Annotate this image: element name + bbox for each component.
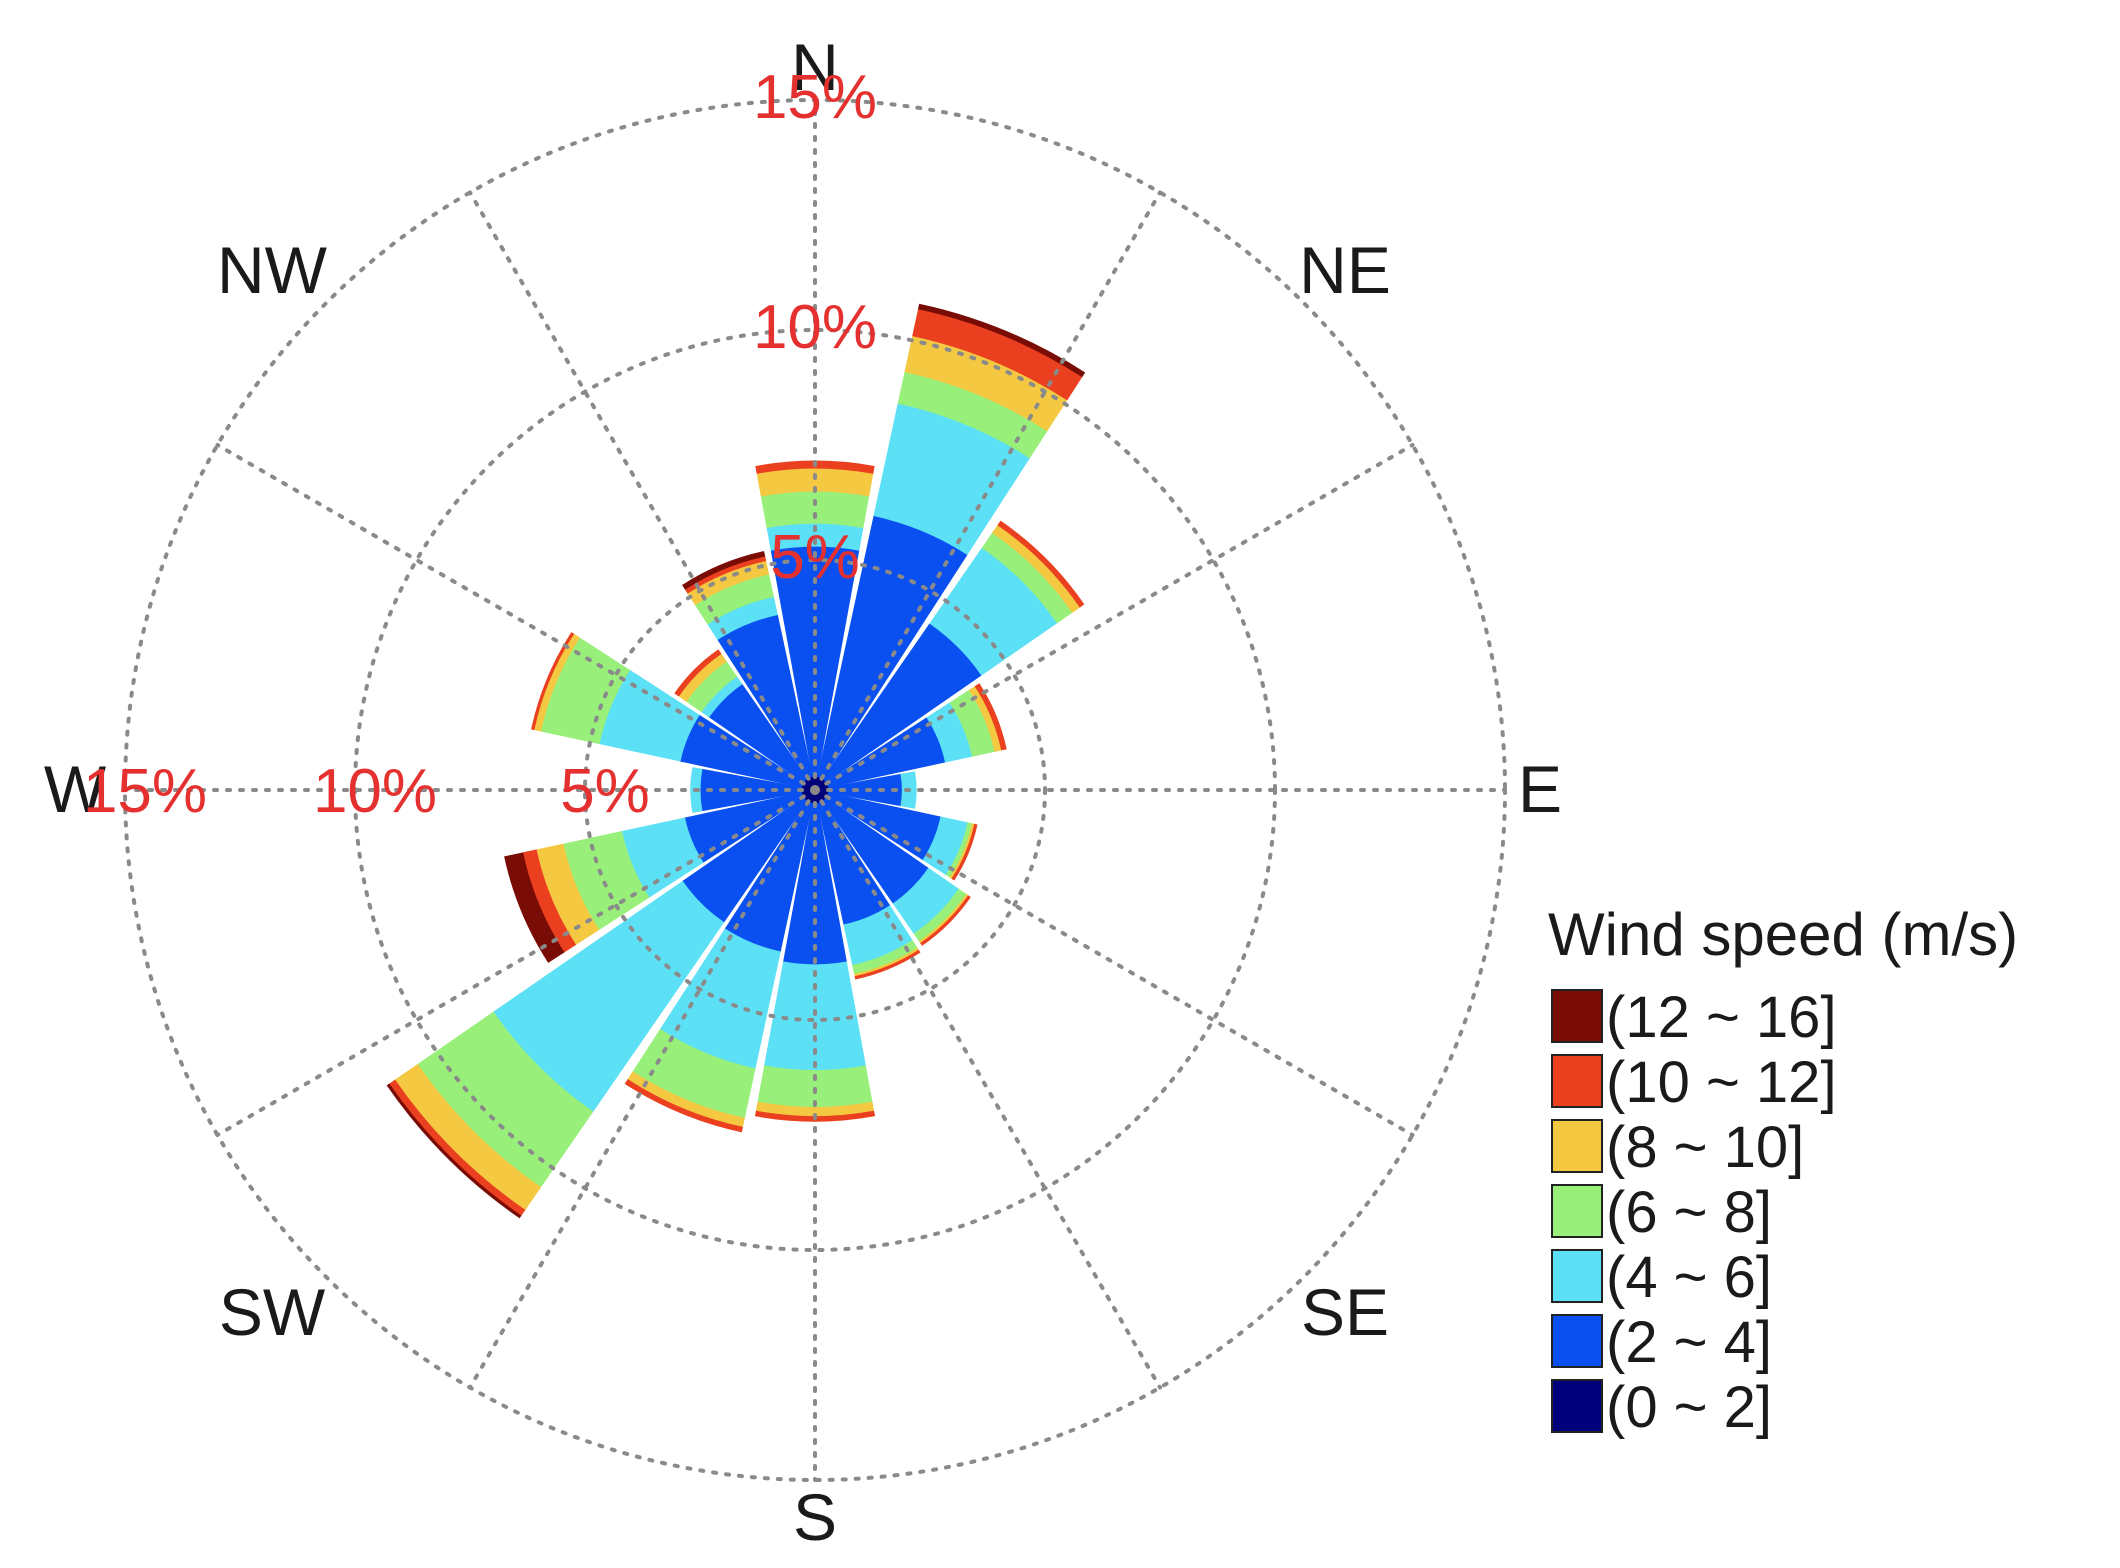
direction-label-w: W	[44, 752, 107, 826]
legend-title: Wind speed (m/s)	[1548, 901, 2018, 968]
grid-circle-5	[583, 558, 1047, 1022]
radial-tick-west-15: 15%	[83, 757, 207, 826]
grid-spoke-60	[813, 443, 1415, 792]
radial-tick-north-10: 10%	[753, 293, 877, 362]
sector-wsw-bin-6	[504, 852, 565, 963]
legend-swatch-6	[1551, 1379, 1603, 1433]
sector-se-bin-5	[920, 895, 971, 946]
sector-ne-bin-5	[997, 520, 1085, 608]
legend-swatch-5	[1551, 1314, 1603, 1368]
polar-grid	[123, 98, 1507, 1482]
legend-entry-1: (10 ~ 12]	[1606, 1050, 1837, 1115]
grid-spoke-210	[468, 788, 817, 1390]
legend-entry-2: (8 ~ 10]	[1606, 1115, 1804, 1180]
sector-sw-bin-6	[386, 1083, 522, 1219]
direction-label-n: N	[791, 30, 839, 104]
direction-label-sw: SW	[219, 1275, 326, 1349]
legend-entry-5: (2 ~ 4]	[1606, 1310, 1772, 1375]
legend-entry-0: (12 ~ 16]	[1606, 985, 1837, 1050]
grid-spoke-150	[813, 788, 1162, 1390]
sector-nw-bin-5	[674, 649, 722, 697]
legend-entry-4: (4 ~ 6]	[1606, 1245, 1772, 1310]
sector-ese-bin-5	[951, 823, 978, 881]
legend-swatch-1	[1551, 1054, 1603, 1108]
grid-spoke-120	[813, 788, 1415, 1137]
direction-label-ne: NE	[1299, 233, 1391, 307]
sector-ssw-bin-5	[624, 1079, 743, 1133]
direction-label-e: E	[1518, 752, 1562, 826]
sector-s-bin-5	[754, 1110, 876, 1122]
grid-spoke-240	[215, 788, 817, 1137]
legend-swatch-0	[1551, 989, 1603, 1043]
sector-sse-bin-5	[854, 949, 921, 980]
sector-wnw-bin-5	[531, 632, 575, 731]
legend: Wind speed (m/s) (12 ~ 16](10 ~ 12](8 ~ …	[1548, 901, 2018, 1440]
legend-swatch-3	[1551, 1184, 1603, 1238]
legend-swatch-4	[1551, 1249, 1603, 1303]
legend-swatch-2	[1551, 1119, 1603, 1173]
legend-entry-6: (0 ~ 2]	[1606, 1375, 1772, 1440]
direction-label-s: S	[793, 1480, 837, 1554]
direction-label-se: SE	[1301, 1275, 1389, 1349]
direction-label-nw: NW	[217, 233, 328, 307]
radial-tick-north-5: 5%	[770, 523, 860, 592]
sector-ene-bin-5	[974, 683, 1007, 751]
radial-tick-west-5: 5%	[560, 757, 650, 826]
grid-spoke-300	[215, 443, 817, 792]
sector-nnw-bin-6	[682, 551, 766, 590]
grid-spoke-330	[468, 190, 817, 792]
legend-entry-3: (6 ~ 8]	[1606, 1180, 1772, 1245]
grid-spoke-30	[813, 190, 1162, 792]
wind-sectors	[386, 303, 1086, 1219]
sector-nne-bin-6	[918, 303, 1086, 378]
sector-n-bin-5	[755, 460, 875, 474]
radial-tick-west-10: 10%	[313, 757, 437, 826]
axis-labels: N NE E SE S SW W NW 5% 5% 10% 10% 15% 15%	[44, 30, 1562, 1554]
radial-tick-north-15: 15%	[753, 63, 877, 132]
